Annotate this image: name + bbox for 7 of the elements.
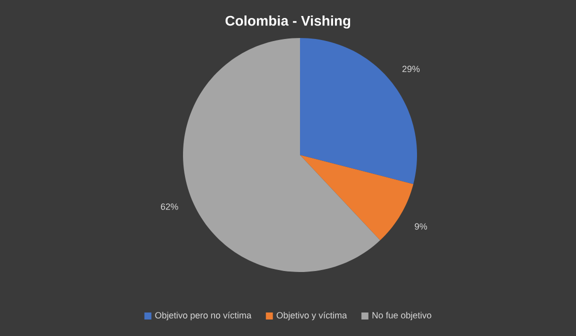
data-label: 62% <box>160 203 178 210</box>
data-label: 29% <box>402 66 420 72</box>
legend-label: Objetivo y víctima <box>276 312 348 320</box>
legend-label: Objetivo pero no víctima <box>155 312 252 320</box>
chart-title: Colombia - Vishing <box>226 15 350 29</box>
data-label: 9% <box>414 223 428 230</box>
legend-label: No fue objetivo <box>372 312 432 320</box>
